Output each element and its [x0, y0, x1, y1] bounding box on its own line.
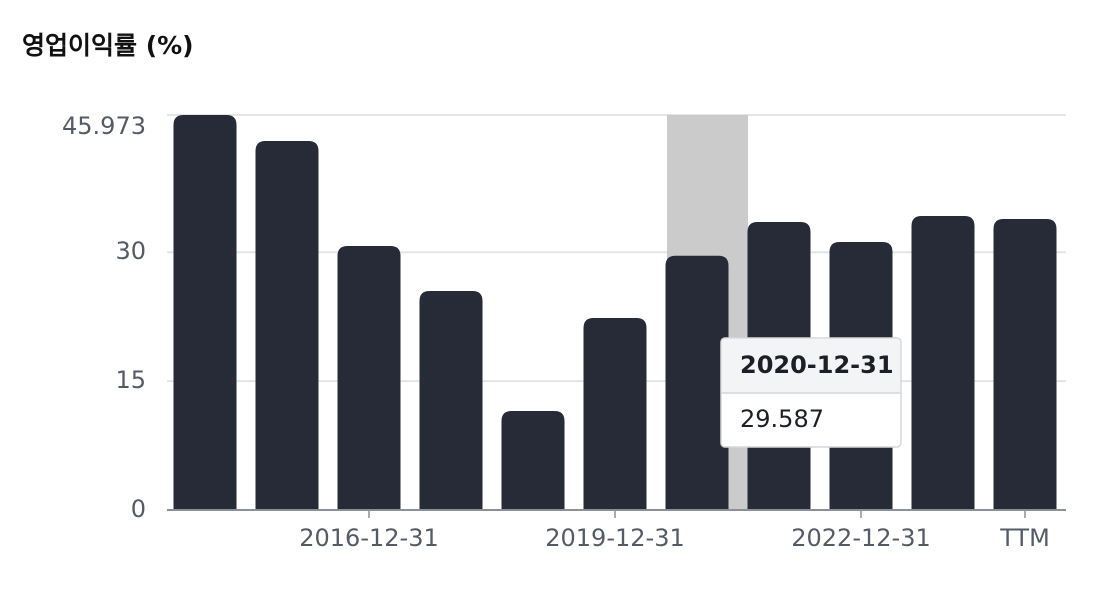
x-tick-label: 2019-12-31 — [545, 524, 684, 552]
bar — [173, 115, 237, 510]
y-tick-label: 15 — [115, 366, 146, 394]
y-tick-label: 45.973 — [62, 112, 146, 140]
bar — [501, 411, 565, 510]
bar — [665, 255, 729, 510]
tooltip: 2020-12-31 29.587 — [720, 337, 902, 448]
x-tick-label: TTM — [999, 524, 1050, 552]
bar — [419, 290, 483, 510]
bar — [911, 215, 975, 511]
chart-title: 영업이익률 (%) — [22, 31, 194, 60]
y-tick-label: 0 — [131, 495, 146, 523]
tooltip-header — [722, 339, 900, 393]
bar — [993, 218, 1057, 511]
tooltip-value: 29.587 — [740, 405, 824, 433]
bar — [337, 245, 401, 511]
x-tick-label: 2016-12-31 — [299, 524, 438, 552]
y-tick-label: 30 — [115, 237, 146, 265]
x-tick-label: 2022-12-31 — [791, 524, 930, 552]
bar — [255, 140, 319, 510]
tooltip-title: 2020-12-31 — [740, 351, 894, 379]
bar — [583, 317, 647, 510]
